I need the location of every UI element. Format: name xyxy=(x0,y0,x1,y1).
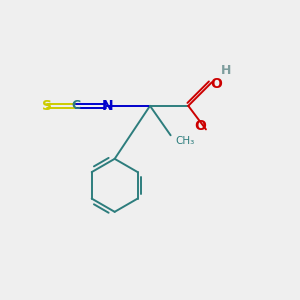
Text: H: H xyxy=(221,64,232,77)
Text: CH₃: CH₃ xyxy=(175,136,194,146)
Text: O: O xyxy=(194,119,206,134)
Text: N: N xyxy=(101,99,113,113)
Text: O: O xyxy=(210,77,222,91)
Text: S: S xyxy=(42,99,52,113)
Text: C: C xyxy=(72,99,81,112)
